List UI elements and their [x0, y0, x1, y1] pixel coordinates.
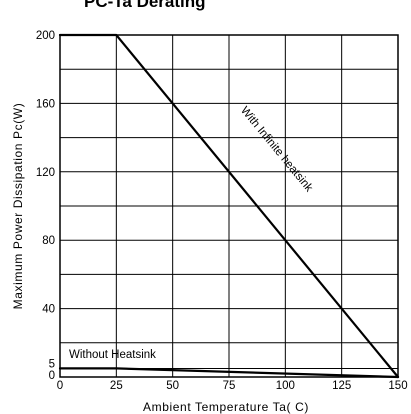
grid — [60, 35, 398, 377]
y-tick-label-4: 120 — [36, 167, 55, 179]
y-tick-label-5: 160 — [36, 98, 55, 110]
tick-labels: 0 25 50 75 100 125 150 05 40 80 120 160 200 — [36, 30, 408, 392]
x-tick-label-4: 100 — [276, 380, 295, 392]
y-tick-label-3: 80 — [42, 235, 55, 247]
x-tick-label-0: 0 — [57, 380, 63, 392]
y-tick-label-0: 0 — [49, 370, 55, 382]
series-line-0 — [58, 33, 400, 379]
y-tick-label-6: 200 — [36, 30, 55, 42]
x-tick-label-1: 25 — [110, 380, 123, 392]
x-tick-label-6: 150 — [388, 380, 407, 392]
series — [58, 33, 400, 379]
x-axis-label: Ambient Temperature Ta( C) — [143, 400, 309, 414]
x-tick-label-3: 75 — [223, 380, 236, 392]
series-label-1: Without Heatsink — [69, 349, 156, 361]
x-tick-label-5: 125 — [332, 380, 351, 392]
y-tick-label-1: 5 — [49, 358, 55, 370]
y-axis-label: Maximum Power Dissipation Pc(W) — [11, 103, 25, 310]
y-tick-label-2: 40 — [42, 304, 55, 316]
chart-title: PC-Ta Derating — [84, 0, 206, 11]
series-label-0: With Infinite heatsink — [238, 105, 315, 195]
series-line-1 — [58, 367, 400, 379]
plot-frame — [59, 34, 399, 378]
x-tick-label-2: 50 — [166, 380, 179, 392]
